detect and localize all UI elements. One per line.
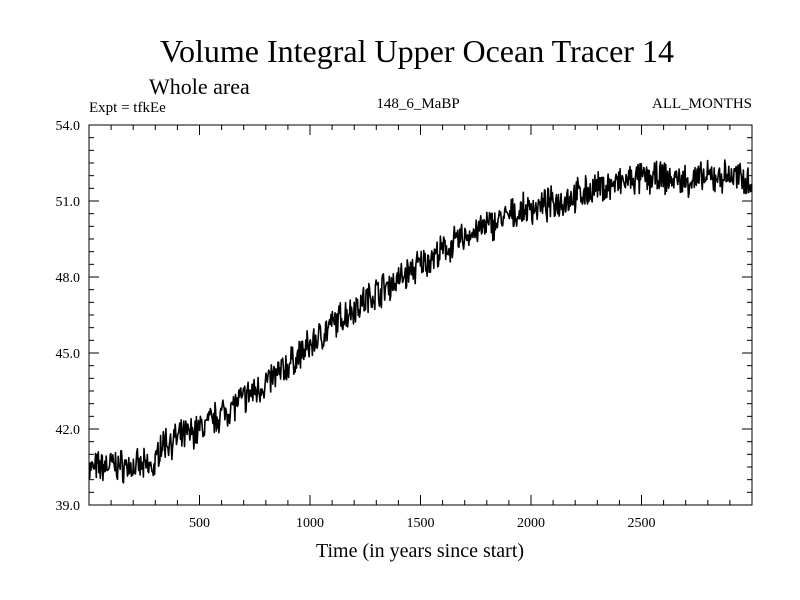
y-tick-label: 48.0 (56, 271, 81, 286)
y-tick-label: 42.0 (56, 423, 81, 438)
x-tick-label: 1000 (296, 516, 324, 531)
x-tick-label: 500 (189, 516, 210, 531)
chart-title: Volume Integral Upper Ocean Tracer 14 (160, 33, 674, 69)
axis-ticks (89, 125, 752, 505)
x-axis-label: Time (in years since start) (316, 540, 524, 562)
experiment-label: Expt = tfkEe (89, 100, 166, 116)
y-tick-labels: 39.0 42.0 45.0 48.0 51.0 54.0 (56, 119, 81, 514)
x-tick-label: 1500 (407, 516, 435, 531)
x-tick-label: 2000 (517, 516, 545, 531)
y-tick-label: 45.0 (56, 347, 81, 362)
months-label: ALL_MONTHS (652, 96, 752, 112)
series-line (88, 159, 753, 484)
plot-frame (88, 124, 753, 506)
run-label: 148_6_MaBP (376, 96, 459, 112)
y-tick-label: 51.0 (56, 195, 81, 210)
chart-subtitle: Whole area (149, 74, 250, 99)
y-tick-label: 54.0 (56, 119, 81, 134)
x-tick-labels: 500 1000 1500 2000 2500 (189, 516, 656, 531)
x-tick-label: 2500 (628, 516, 656, 531)
y-tick-label: 39.0 (56, 499, 81, 514)
